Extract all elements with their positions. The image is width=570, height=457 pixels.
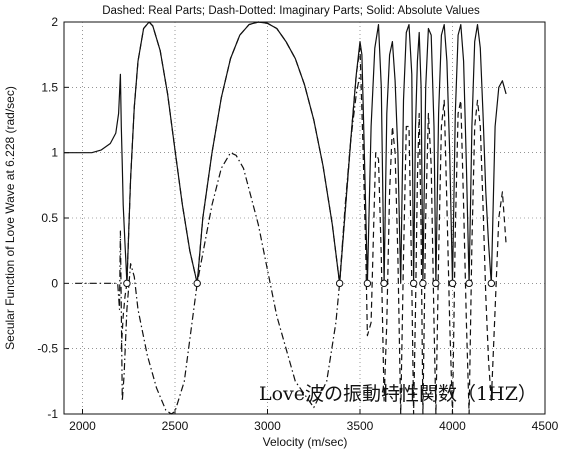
y-tick-label: 2 — [51, 15, 58, 29]
y-tick-label: -0.5 — [37, 342, 58, 356]
x-tick-label: 4000 — [439, 419, 466, 433]
y-tick-label: -1 — [47, 407, 58, 421]
root-marker — [465, 279, 473, 288]
root-marker — [363, 279, 372, 288]
x-tick-label: 2500 — [162, 419, 189, 433]
chart-annotation: Love波の振動特性関数（1HZ） — [259, 383, 537, 405]
chart-title: Dashed: Real Parts; Dash-Dotted: Imagina… — [102, 5, 480, 17]
x-tick-label: 3000 — [254, 419, 281, 433]
x-tick-label: 4500 — [532, 419, 559, 433]
x-axis-label: Velocity (m/sec) — [263, 435, 348, 449]
root-marker — [193, 279, 201, 288]
grid — [64, 22, 545, 414]
root-marker — [419, 279, 427, 288]
x-tick-label: 3500 — [347, 419, 374, 433]
root-marker — [487, 279, 496, 288]
x-tick-label: 2000 — [69, 419, 96, 433]
root-marker — [123, 279, 131, 288]
y-tick-label: 1.5 — [41, 80, 58, 94]
x-ticks: 2000 2500 3000 3500 4000 4500 — [69, 409, 559, 433]
root-marker — [380, 279, 388, 288]
y-tick-label: 0 — [51, 276, 58, 290]
root-marker — [409, 279, 418, 288]
series-group — [64, 21, 507, 415]
root-marker — [448, 279, 457, 288]
root-marker — [432, 279, 440, 288]
series-dash-dot-line — [75, 74, 361, 415]
y-tick-label: 0.5 — [41, 211, 58, 225]
series-solid-line — [64, 21, 507, 284]
root-markers — [123, 279, 496, 288]
root-marker — [335, 279, 344, 288]
y-axis-label: Secular Function of Love Wave at 6.228 (… — [3, 86, 17, 350]
series-dashed-line — [120, 21, 507, 415]
y-tick-label: 1 — [51, 146, 58, 160]
